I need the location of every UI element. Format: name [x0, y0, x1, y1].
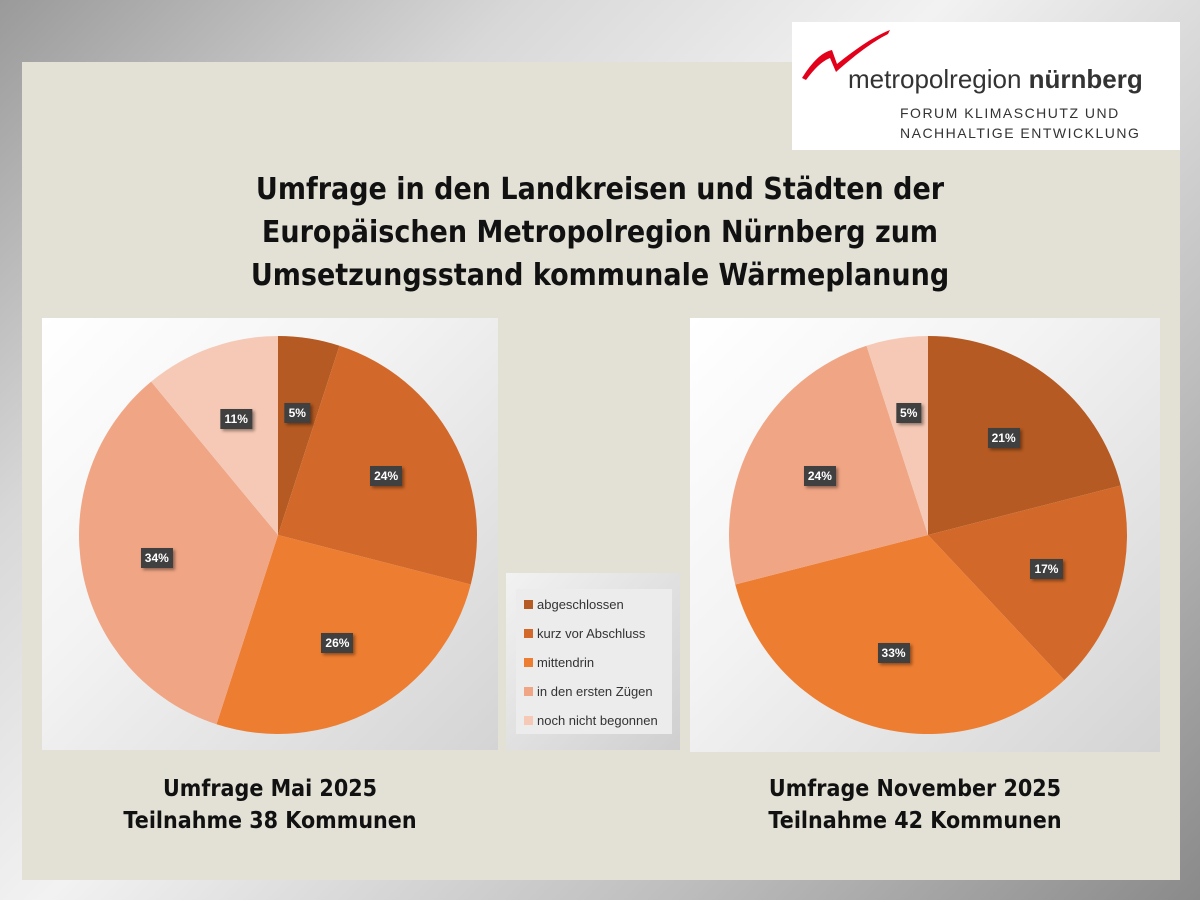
legend-swatch — [524, 629, 533, 638]
legend-item: abgeschlossen — [524, 597, 624, 612]
logo-name: metropolregion nürnberg — [848, 64, 1143, 94]
data-label: 33% — [877, 643, 910, 664]
caption-line: Teilnahme 42 Kommunen — [768, 808, 1062, 834]
logo: metropolregion nürnberg FORUM KLIMASCHUT… — [792, 22, 1180, 150]
caption-line: Teilnahme 38 Kommunen — [123, 808, 417, 834]
page-title: Umfrage in den Landkreisen und Städten d… — [195, 168, 1005, 297]
pie-slice-abgeschlossen — [278, 336, 340, 535]
legend-item: mittendrin — [524, 655, 594, 670]
pie-slice-abgeschlossen — [928, 336, 1121, 535]
data-label: 24% — [803, 465, 836, 486]
logo-subtitle-2: NACHHALTIGE ENTWICKLUNG — [900, 125, 1141, 141]
pie-slice-kurz-vor-abschluss — [928, 485, 1127, 681]
legend-label: noch nicht begonnen — [537, 713, 658, 728]
pie-slice-in-den-ersten-zügen — [729, 345, 928, 585]
pie-svg — [79, 336, 477, 734]
legend-swatch — [524, 600, 533, 609]
legend-label: mittendrin — [537, 655, 595, 670]
legend-item: kurz vor Abschluss — [524, 626, 645, 641]
chart-legend: abgeschlossen kurz vor Abschluss mittend… — [506, 573, 680, 750]
title-line: Europäischen Metropolregion Nürnberg zum — [261, 215, 939, 250]
legend-label: in den ersten Zügen — [537, 684, 653, 699]
data-label: 11% — [220, 408, 252, 429]
logo-swoosh-icon — [802, 30, 890, 80]
legend-item: in den ersten Zügen — [524, 684, 653, 699]
legend-swatch — [524, 687, 533, 696]
legend-label: abgeschlossen — [537, 597, 624, 612]
pie-chart-november-2025: 21% 17% 33% 24% 5% — [690, 318, 1160, 752]
logo-name-bold: nürnberg — [1028, 64, 1143, 94]
caption-november: Umfrage November 2025 Teilnahme 42 Kommu… — [726, 773, 1104, 837]
pie-slice-noch-nicht-begonnen — [151, 336, 278, 535]
title-line: Umfrage in den Landkreisen und Städten d… — [255, 172, 945, 207]
legend-swatch — [524, 716, 533, 725]
pie-chart-may-2025: 5% 24% 26% 34% 11% — [42, 318, 498, 750]
data-label: 21% — [987, 427, 1020, 448]
pie-slice-mittendrin — [735, 535, 1065, 734]
legend-swatch — [524, 658, 533, 667]
data-label: 17% — [1030, 559, 1063, 580]
caption-line: Umfrage November 2025 — [768, 776, 1062, 802]
pie-slice-noch-nicht-begonnen — [866, 336, 928, 535]
data-label: 26% — [321, 633, 354, 654]
title-line: Umsetzungsstand kommunale Wärmeplanung — [250, 258, 950, 293]
pie-slice-kurz-vor-abschluss — [278, 345, 477, 585]
legend-item: noch nicht begonnen — [524, 713, 658, 728]
pie-svg — [729, 336, 1127, 734]
data-label: 5% — [284, 403, 310, 424]
data-label: 5% — [896, 403, 922, 424]
caption-may: Umfrage Mai 2025 Teilnahme 38 Kommunen — [81, 773, 459, 837]
logo-subtitle-1: FORUM KLIMASCHUTZ UND — [900, 105, 1120, 121]
pie-slice-in-den-ersten-zügen — [79, 381, 278, 725]
legend-label: kurz vor Abschluss — [537, 626, 646, 641]
data-label: 24% — [370, 465, 403, 486]
data-label: 34% — [140, 548, 173, 569]
caption-line: Umfrage Mai 2025 — [162, 776, 378, 802]
logo-name-regular: metropolregion — [848, 64, 1029, 94]
